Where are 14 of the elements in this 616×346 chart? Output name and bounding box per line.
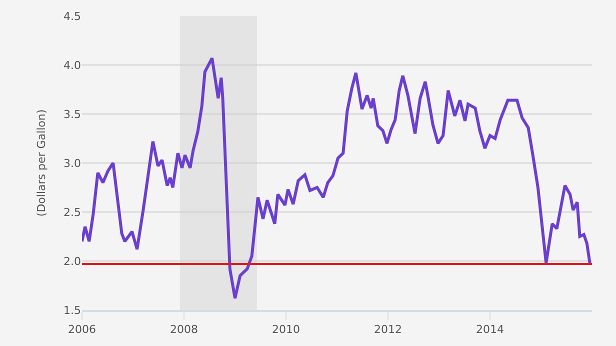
y-axis-title: (Dollars per Gallon) <box>35 109 48 217</box>
y-tick-label: 3.5 <box>64 108 81 121</box>
y-tick-label: 4.5 <box>64 10 81 23</box>
x-tick-label: 2008 <box>170 323 198 336</box>
x-tick-label: 2006 <box>68 323 96 336</box>
y-tick-label: 2.5 <box>64 206 81 219</box>
y-tick-label: 2.0 <box>64 254 81 268</box>
x-tick-label: 2012 <box>374 323 402 336</box>
x-tick-label: 2010 <box>272 323 300 336</box>
line-series <box>82 56 592 300</box>
y-tick-label: 1.5 <box>64 304 81 317</box>
y-tick-label: 3.0 <box>64 156 81 170</box>
x-tick-label: 2014 <box>476 323 504 336</box>
y-tick-label: 4.0 <box>64 58 81 72</box>
